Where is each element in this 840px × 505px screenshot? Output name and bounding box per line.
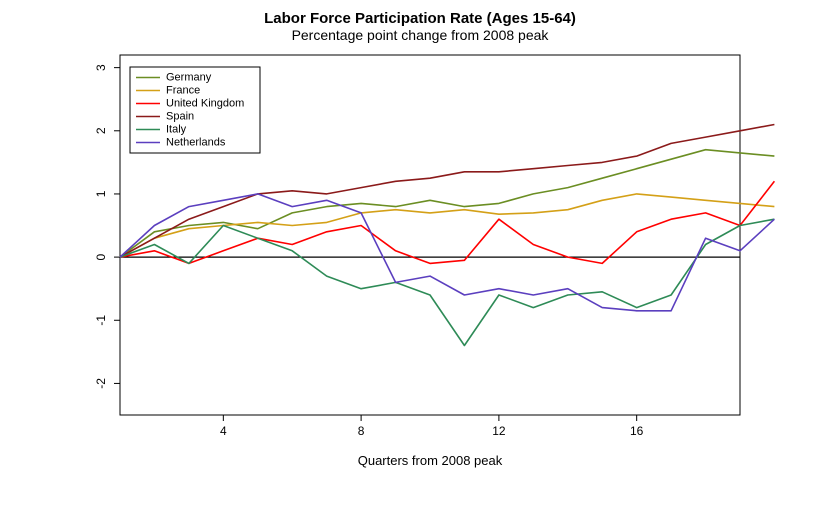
x-tick-label: 16 [630,424,644,438]
series-line [120,150,774,257]
legend-label: Germany [166,71,212,83]
legend-label: Spain [166,110,194,122]
x-tick-label: 12 [492,424,506,438]
series-line [120,219,774,345]
legend-label: Italy [166,123,187,135]
legend-label: United Kingdom [166,97,244,109]
y-tick-label: 3 [94,64,108,71]
y-tick-label: 1 [94,190,108,197]
x-tick-label: 4 [220,424,227,438]
y-tick-label: 2 [94,127,108,134]
chart-svg: -2-10123481216Quarters from 2008 peakGer… [0,0,840,500]
x-tick-label: 8 [358,424,365,438]
legend-label: Netherlands [166,136,226,148]
x-axis-label: Quarters from 2008 peak [358,453,503,468]
chart-area: -2-10123481216Quarters from 2008 peakGer… [0,0,840,505]
y-tick-label: -2 [94,378,108,389]
legend-label: France [166,84,200,96]
y-tick-label: -1 [94,315,108,326]
y-tick-label: 0 [94,253,108,260]
